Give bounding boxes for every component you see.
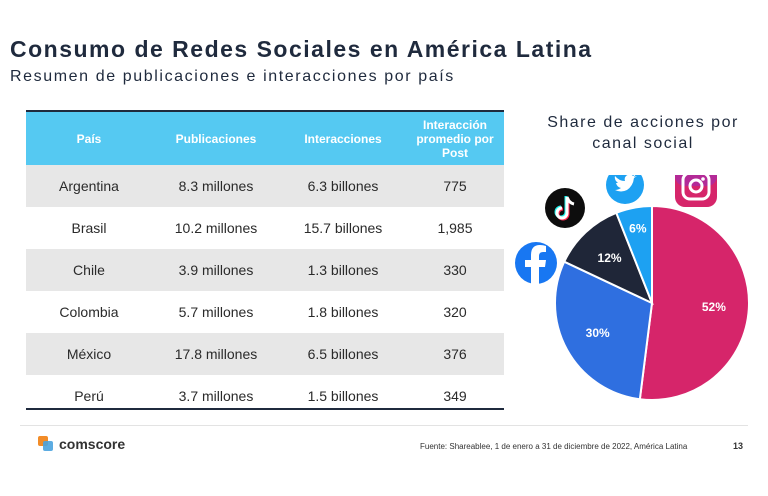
table-top-rule xyxy=(26,110,504,112)
table-row: Chile 3.9 millones 1.3 billones 330 xyxy=(26,249,504,291)
slice-label-instagram: 52% xyxy=(702,300,726,314)
comscore-logo-icon xyxy=(38,436,54,452)
cell-publicaciones: 5.7 millones xyxy=(152,291,280,333)
brand-name: comscore xyxy=(59,436,126,452)
table-row: México 17.8 millones 6.5 billones 376 xyxy=(26,333,504,375)
comscore-logo: comscore xyxy=(38,436,125,452)
slice-label-tiktok: 12% xyxy=(598,251,622,265)
header-publicaciones: Publicaciones xyxy=(152,112,280,165)
tiktok-icon xyxy=(545,188,585,228)
twitter-icon xyxy=(606,175,644,204)
header-interaccion-promedio: Interacción promedio por Post xyxy=(406,112,504,165)
cell-publicaciones: 3.7 millones xyxy=(152,375,280,417)
cell-promedio: 775 xyxy=(406,165,504,207)
cell-pais: Perú xyxy=(26,375,152,417)
slice-label-twitter: 6% xyxy=(629,222,647,236)
country-table: País Publicaciones Interacciones Interac… xyxy=(26,112,504,417)
chart-title: Share de acciones por canal social xyxy=(547,114,739,152)
cell-interacciones: 1.3 billones xyxy=(280,249,406,291)
cell-pais: Brasil xyxy=(26,207,152,249)
cell-publicaciones: 3.9 millones xyxy=(152,249,280,291)
cell-pais: Chile xyxy=(26,249,152,291)
cell-promedio: 1,985 xyxy=(406,207,504,249)
cell-interacciones: 1.8 billones xyxy=(280,291,406,333)
pie-chart: 52% 30% 12% 6% xyxy=(515,175,750,401)
cell-promedio: 376 xyxy=(406,333,504,375)
cell-pais: México xyxy=(26,333,152,375)
pie-slice-tiktok xyxy=(562,211,654,305)
cell-interacciones: 1.5 billones xyxy=(280,375,406,417)
pie-slice-labels: 52% 30% 12% 6% xyxy=(586,222,727,340)
instagram-icon xyxy=(675,175,717,207)
cell-publicaciones: 10.2 millones xyxy=(152,207,280,249)
social-icons xyxy=(515,175,717,284)
source-note: Fuente: Shareablee, 1 de enero a 31 de d… xyxy=(420,442,688,451)
page-number: 13 xyxy=(733,441,744,451)
cell-promedio: 320 xyxy=(406,291,504,333)
slice-label-facebook: 30% xyxy=(586,326,610,340)
table-row: Argentina 8.3 millones 6.3 billones 775 xyxy=(26,165,504,207)
cell-promedio: 349 xyxy=(406,375,504,417)
table-row: Perú 3.7 millones 1.5 billones 349 xyxy=(26,375,504,417)
table-header-row: País Publicaciones Interacciones Interac… xyxy=(26,112,504,165)
pie-slice-twitter xyxy=(614,204,653,304)
cell-interacciones: 15.7 billones xyxy=(280,207,406,249)
header-pais: País xyxy=(26,112,152,165)
pie-slice-facebook xyxy=(554,260,654,401)
cell-publicaciones: 8.3 millones xyxy=(152,165,280,207)
table-row: Brasil 10.2 millones 15.7 billones 1,985 xyxy=(26,207,504,249)
pie-slices xyxy=(554,204,750,401)
page-title: Consumo de Redes Sociales en América Lat… xyxy=(10,36,593,62)
table-bottom-rule xyxy=(26,408,504,410)
cell-publicaciones: 17.8 millones xyxy=(152,333,280,375)
pie-slice-instagram xyxy=(638,204,750,401)
cell-pais: Argentina xyxy=(26,165,152,207)
header-interacciones: Interacciones xyxy=(280,112,406,165)
cell-interacciones: 6.3 billones xyxy=(280,165,406,207)
cell-pais: Colombia xyxy=(26,291,152,333)
cell-interacciones: 6.5 billones xyxy=(280,333,406,375)
facebook-icon xyxy=(515,242,557,284)
page-subtitle: Resumen de publicaciones e interacciones… xyxy=(10,68,455,85)
cell-promedio: 330 xyxy=(406,249,504,291)
footer-divider xyxy=(20,425,748,426)
table-row: Colombia 5.7 millones 1.8 billones 320 xyxy=(26,291,504,333)
